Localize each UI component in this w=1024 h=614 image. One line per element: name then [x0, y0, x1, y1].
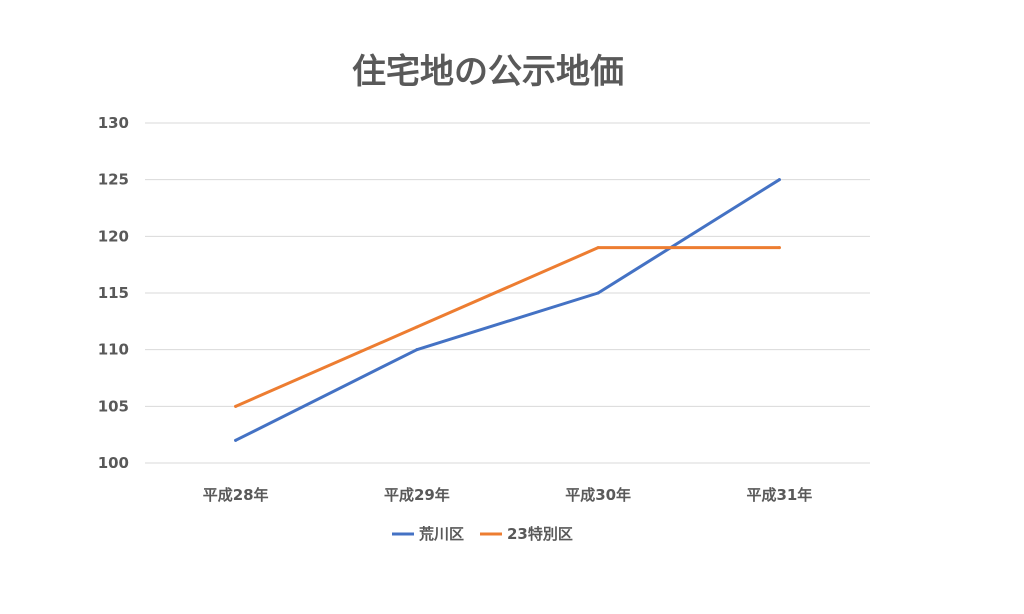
legend-label: 23特別区 — [507, 525, 573, 543]
y-tick-label: 130 — [98, 114, 129, 132]
legend-label: 荒川区 — [419, 525, 464, 543]
y-tick-label: 120 — [98, 227, 129, 245]
data-point — [234, 404, 238, 408]
series-lines — [234, 178, 781, 442]
data-point — [415, 348, 419, 352]
x-tick-label: 平成31年 — [746, 486, 812, 504]
legend: 荒川区 23特別区 — [392, 525, 573, 543]
x-tick-label: 平成30年 — [565, 486, 631, 504]
data-point — [596, 291, 600, 295]
gridlines — [145, 122, 870, 464]
x-tick-label: 平成28年 — [203, 486, 269, 504]
y-tick-label: 105 — [98, 397, 129, 415]
series-line-0 — [234, 178, 781, 442]
chart-title: 住宅地の公示地価 — [352, 52, 624, 92]
data-point — [777, 178, 781, 182]
y-tick-label: 100 — [98, 454, 129, 472]
data-point — [415, 325, 419, 329]
data-point — [234, 438, 238, 442]
y-tick-label: 115 — [98, 284, 129, 302]
data-point — [596, 246, 600, 250]
y-tick-label: 125 — [98, 171, 129, 189]
series-line-1 — [234, 246, 781, 408]
data-point — [777, 246, 781, 250]
x-tick-label: 平成29年 — [384, 486, 450, 504]
y-axis-ticks: 100 105 110 115 120 125 130 — [98, 114, 129, 472]
x-axis-ticks: 平成28年 平成29年 平成30年 平成31年 — [203, 486, 813, 504]
y-tick-label: 110 — [98, 341, 129, 359]
